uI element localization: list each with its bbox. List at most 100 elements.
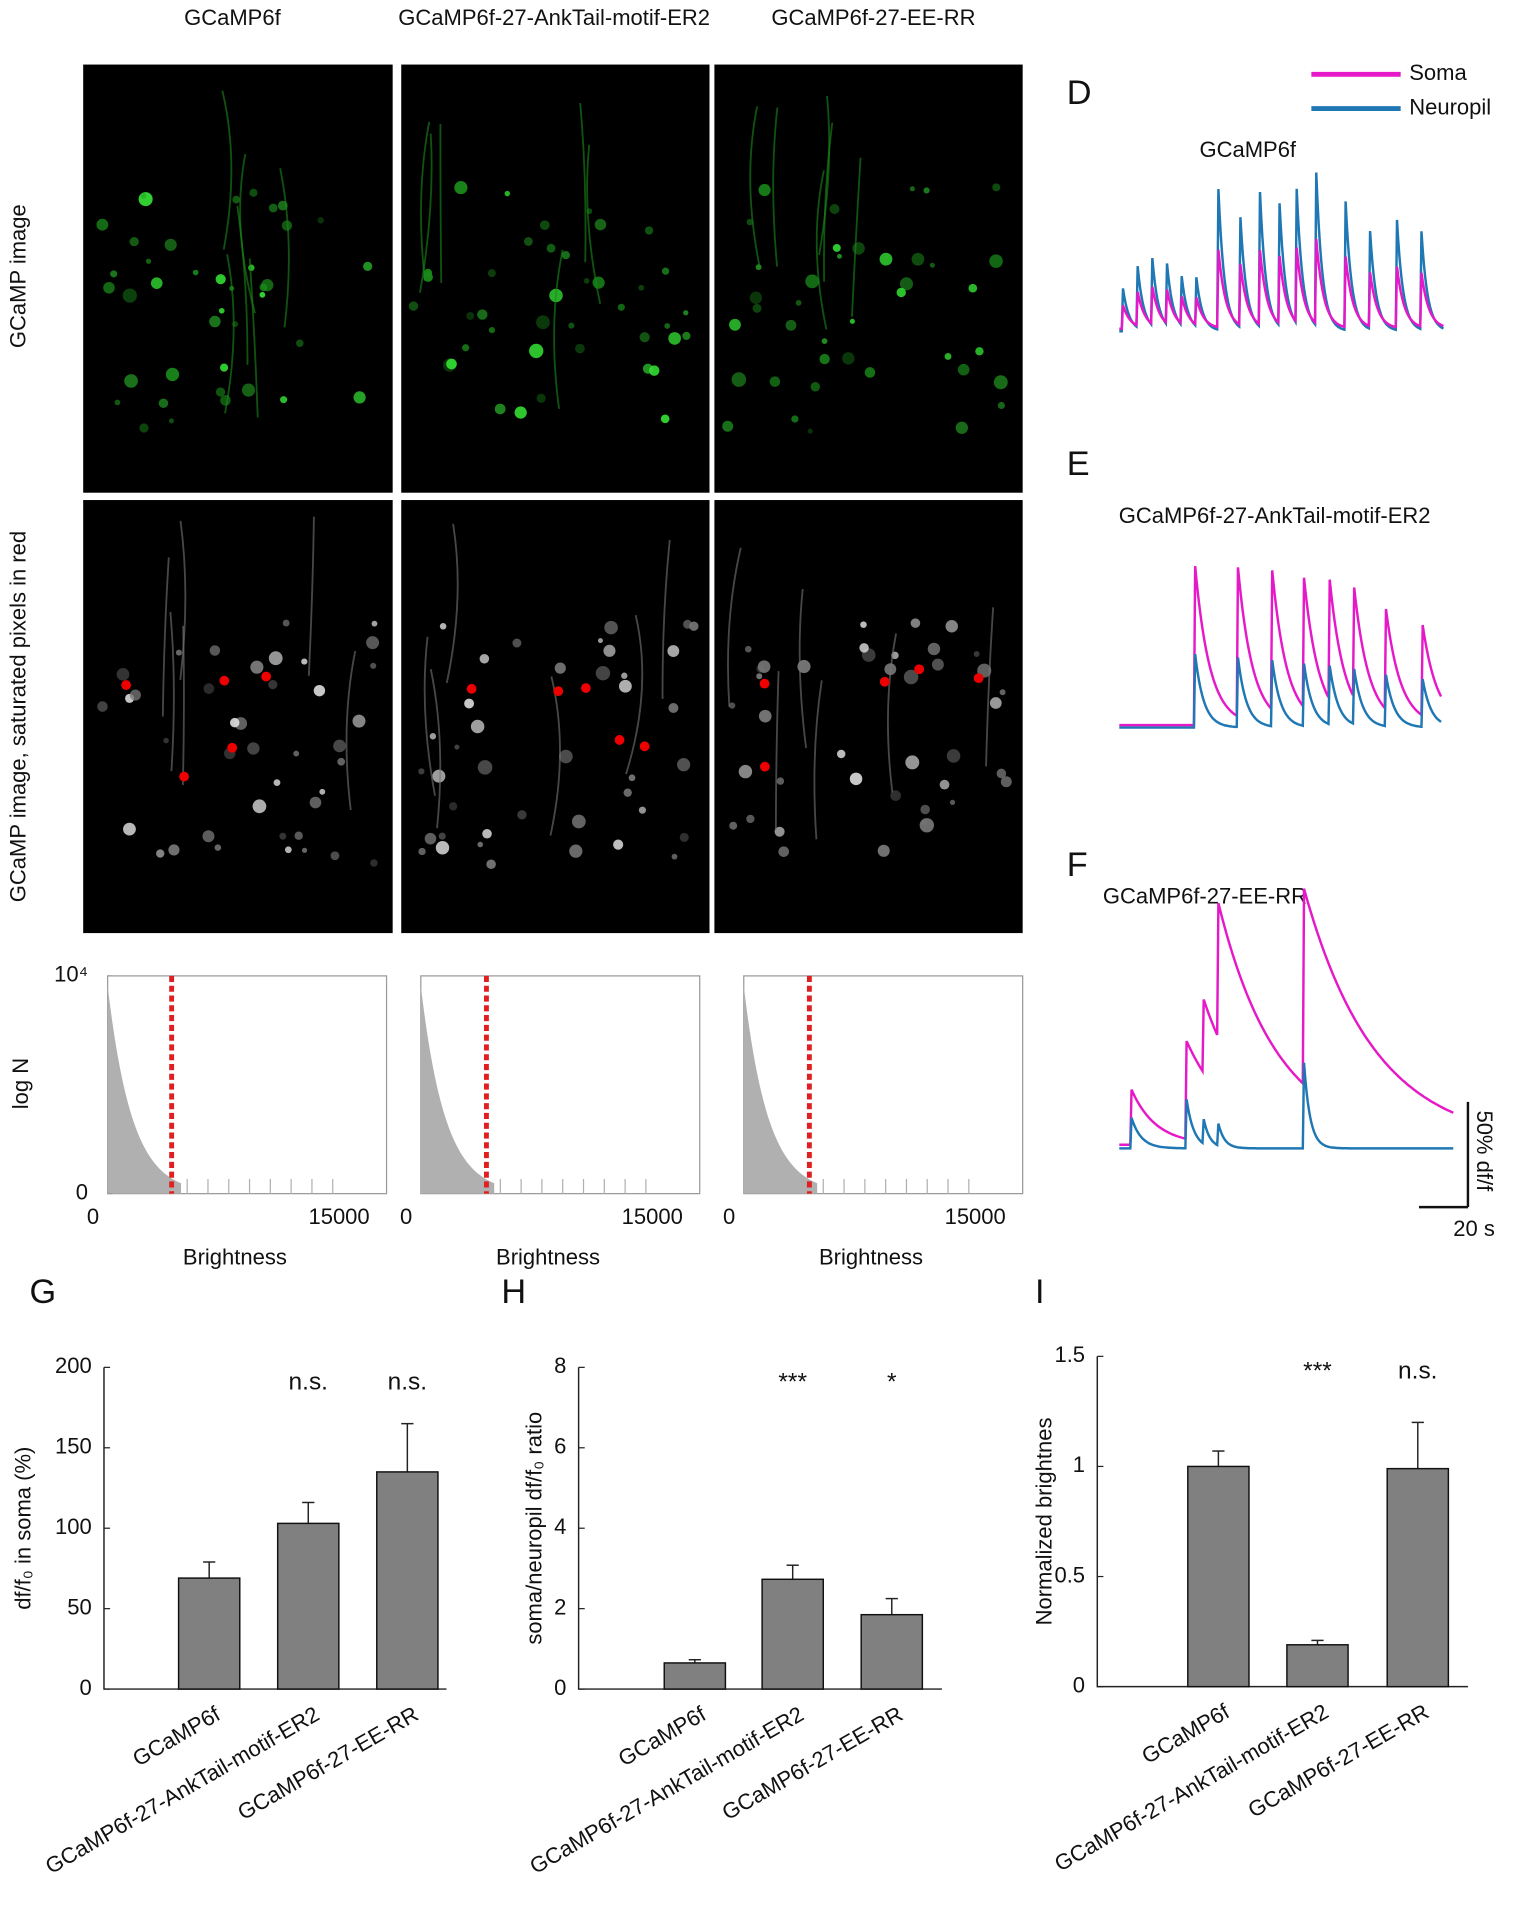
panel-letter: F [1067,846,1088,884]
row-label: GCaMP image [5,204,30,348]
neurite [798,588,807,749]
neurite [279,168,290,328]
cell [837,253,842,259]
cell [370,662,377,669]
neurite [445,523,459,684]
legend-label: Neuropil [1409,94,1491,119]
trace [1119,1062,1454,1150]
neurite [179,520,187,680]
panel-letter: E [1067,445,1090,483]
cell [145,258,152,264]
cell [832,243,841,252]
significance: *** [1303,1358,1332,1385]
cell [202,830,215,843]
neurite [236,205,249,365]
cell [156,849,165,858]
cell [660,414,670,424]
cell [448,802,458,811]
cell [110,270,118,278]
y-tick-label: 10⁴ [54,962,88,987]
x-axis-label: Brightness [496,1244,600,1269]
cell [729,821,738,830]
trace [1119,238,1444,331]
cell [758,183,771,197]
cell [418,768,425,775]
bar [376,1471,439,1690]
micrograph [401,500,710,934]
cell [849,318,855,324]
neurite [169,611,175,772]
cell [116,667,130,681]
cell [309,796,322,809]
neurite [579,103,587,263]
cell [123,822,136,836]
cell [158,398,169,408]
plot-frame [743,975,1024,1195]
cell [968,283,978,293]
cell [899,277,914,291]
y-tick-label: 0 [1073,1672,1085,1697]
y-axis-label: soma/neuropil df/f₀ ratio [522,1412,547,1645]
trace [1119,888,1454,1146]
cell [435,841,450,855]
cell [923,187,930,194]
cell [575,343,585,354]
cell [524,237,533,246]
x-tick-label: 15000 [622,1204,683,1229]
cell [829,204,840,215]
cell [746,814,755,824]
saturated-pixel [973,673,984,684]
cell [661,267,670,275]
cell [168,844,180,856]
cell [477,841,484,848]
cell [122,288,137,303]
cell [682,331,691,341]
neurite [420,121,431,281]
cell [778,846,790,857]
cell [821,338,828,345]
cell [477,309,488,320]
bar [177,1577,241,1690]
y-tick-label: 2 [554,1594,566,1619]
cell [129,689,141,701]
y-tick-label: 100 [55,1514,92,1539]
legend-label: Soma [1409,60,1467,85]
histogram-body [420,985,495,1194]
saturated-pixel [227,742,238,753]
cell [689,621,699,631]
cell [446,358,457,370]
column-title: GCaMP6f [184,5,281,30]
neurite [985,607,995,767]
cell [337,757,346,766]
x-tick-label: 0 [723,1204,735,1229]
x-tick-label: 15000 [945,1204,1006,1229]
cell [805,274,820,289]
cell [139,423,149,433]
trace [1119,172,1445,333]
cell [268,680,278,690]
cell [165,367,180,382]
cell [604,620,618,635]
y-tick-label: 0 [554,1675,566,1700]
cell [931,658,944,671]
cell [756,673,763,680]
cell [603,644,616,657]
cell [371,620,378,627]
cell [989,697,1002,709]
saturated-pixel [179,771,189,782]
cell [129,237,139,247]
cell [569,844,583,858]
cell [273,779,281,786]
cell [1000,776,1012,788]
cell [150,277,163,289]
cell [996,768,1007,779]
cell [353,391,366,404]
cell [241,383,256,397]
cell [439,622,447,630]
cell [175,649,182,656]
cell [628,774,636,782]
cell [317,217,324,224]
cell [890,790,901,801]
y-tick-label: 50 [67,1594,91,1619]
cell [648,365,660,376]
